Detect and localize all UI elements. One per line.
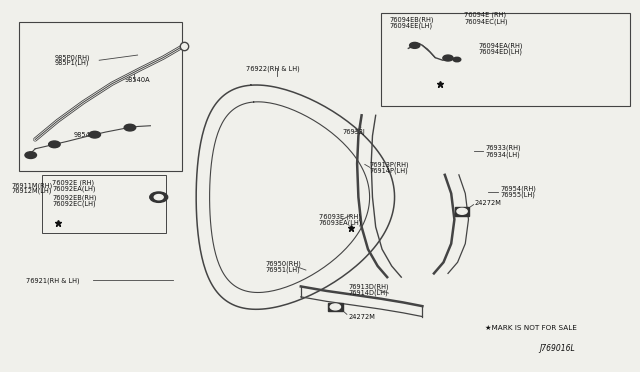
Circle shape [154, 195, 163, 200]
Text: 76933J: 76933J [342, 129, 365, 135]
Text: 76933(RH): 76933(RH) [485, 145, 521, 151]
Circle shape [150, 192, 168, 202]
Text: 76092EC(LH): 76092EC(LH) [52, 201, 96, 207]
Text: 98540A: 98540A [74, 132, 99, 138]
Text: 985P0(RH): 985P0(RH) [54, 54, 90, 61]
Text: 76094E (RH): 76094E (RH) [464, 12, 506, 18]
Text: 76092EA(LH): 76092EA(LH) [52, 186, 96, 192]
Text: 76094ED(LH): 76094ED(LH) [479, 49, 523, 55]
Bar [455, 207, 470, 216]
FancyBboxPatch shape [381, 13, 630, 106]
Text: 76092E (RH): 76092E (RH) [52, 180, 95, 186]
Text: 76950(RH): 76950(RH) [266, 260, 301, 267]
Text: 985P1(LH): 985P1(LH) [54, 60, 89, 67]
Text: 24272M: 24272M [475, 201, 502, 206]
Text: 76954(RH): 76954(RH) [500, 186, 536, 192]
Bar [328, 303, 343, 311]
Circle shape [25, 152, 36, 158]
Text: 76951(LH): 76951(LH) [266, 266, 300, 273]
Circle shape [453, 57, 461, 62]
Circle shape [49, 141, 60, 148]
Text: 76094EB(RH): 76094EB(RH) [389, 16, 434, 23]
Circle shape [124, 124, 136, 131]
Text: 76914P(LH): 76914P(LH) [370, 167, 409, 174]
FancyBboxPatch shape [42, 175, 166, 232]
Text: 76093E (RH): 76093E (RH) [319, 213, 361, 220]
Text: 76914D(LH): 76914D(LH) [349, 289, 388, 296]
Text: 76094EA(RH): 76094EA(RH) [479, 42, 524, 49]
Text: 76092EB(RH): 76092EB(RH) [52, 195, 97, 201]
Text: 76913P(RH): 76913P(RH) [370, 161, 410, 168]
Circle shape [330, 304, 340, 310]
Circle shape [89, 131, 100, 138]
Circle shape [457, 208, 467, 214]
Circle shape [410, 42, 420, 48]
Text: 24272M: 24272M [349, 314, 376, 320]
FancyBboxPatch shape [19, 22, 182, 171]
Text: 76093EA(LH): 76093EA(LH) [319, 219, 362, 226]
Circle shape [443, 55, 453, 61]
Text: 76955(LH): 76955(LH) [500, 192, 535, 198]
Text: 76934(LH): 76934(LH) [485, 151, 520, 158]
Text: J769016L: J769016L [539, 344, 575, 353]
Text: 76913D(RH): 76913D(RH) [349, 283, 389, 290]
Text: 76921(RH & LH): 76921(RH & LH) [26, 278, 79, 284]
Text: 76922(RH & LH): 76922(RH & LH) [246, 65, 300, 72]
Text: ★MARK IS NOT FOR SALE: ★MARK IS NOT FOR SALE [485, 325, 577, 331]
Text: 76094EC(LH): 76094EC(LH) [464, 18, 508, 25]
Text: 76912M(LH): 76912M(LH) [12, 188, 52, 195]
Text: 76094EE(LH): 76094EE(LH) [389, 23, 432, 29]
Text: 76911M(RH): 76911M(RH) [12, 182, 52, 189]
Text: 98540A: 98540A [125, 77, 150, 83]
